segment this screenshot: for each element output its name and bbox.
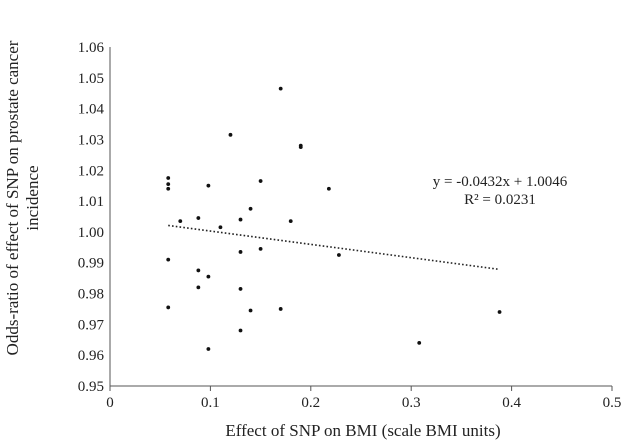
data-point bbox=[497, 310, 502, 314]
y-tick-label: 0.99 bbox=[78, 256, 104, 272]
trendline bbox=[168, 224, 500, 271]
x-tick-label: 0.3 bbox=[402, 395, 421, 411]
data-point bbox=[258, 179, 263, 183]
data-point bbox=[196, 216, 201, 220]
trendline-group bbox=[168, 224, 500, 271]
data-point bbox=[278, 307, 283, 311]
data-point bbox=[417, 340, 422, 345]
y-tick-label: 0.98 bbox=[78, 287, 104, 303]
y-tick-labels: 0.95 0.96 0.97 0.98 0.99 1.00 1.01 1.02 1.03 1.04… bbox=[78, 40, 105, 395]
data-point bbox=[206, 183, 211, 188]
data-point bbox=[166, 186, 171, 191]
data-point bbox=[228, 132, 233, 137]
data-point bbox=[238, 328, 243, 333]
axes bbox=[109, 47, 613, 391]
data-points bbox=[166, 86, 502, 351]
y-tick-label: 1.05 bbox=[78, 71, 104, 87]
data-point bbox=[206, 274, 211, 279]
y-tick-label: 1.01 bbox=[78, 194, 104, 210]
y-axis-title-line-1: Odds-ratio of effect of SNP on prostate … bbox=[3, 40, 22, 355]
data-point bbox=[288, 219, 293, 224]
data-point bbox=[166, 257, 171, 262]
data-point bbox=[326, 186, 331, 191]
data-point bbox=[218, 225, 223, 230]
data-point bbox=[238, 250, 243, 254]
y-tick-label: 1.02 bbox=[78, 163, 104, 179]
data-point bbox=[196, 285, 201, 290]
y-tick-label: 1.04 bbox=[78, 102, 105, 118]
data-point bbox=[258, 246, 263, 251]
data-point bbox=[278, 86, 283, 91]
y-tick-label: 0.96 bbox=[78, 348, 105, 364]
data-point bbox=[196, 268, 201, 273]
x-tick-label: 0.2 bbox=[301, 395, 320, 411]
x-tick-label: 0.4 bbox=[502, 395, 521, 411]
x-axis-title: Effect of SNP on BMI (scale BMI units) bbox=[225, 421, 500, 440]
y-tick-label: 1.03 bbox=[78, 132, 104, 148]
data-point bbox=[248, 308, 253, 313]
trendline-equation: y = -0.0432x + 1.0046 R² = 0.0231 bbox=[433, 174, 568, 208]
data-point bbox=[248, 206, 253, 211]
data-point bbox=[298, 145, 303, 150]
y-tick-label: 0.97 bbox=[78, 317, 105, 333]
y-axis-title-line-2: incidence bbox=[23, 165, 42, 230]
x-tick-label: 0.5 bbox=[603, 395, 622, 411]
y-axis-title: Odds-ratio of effect of SNP on prostate … bbox=[3, 40, 42, 355]
trendline-equation-label: y = -0.0432x + 1.0046 bbox=[433, 174, 568, 190]
x-tick-labels: 0 0.1 0.2 0.3 0.4 0.5 bbox=[106, 395, 621, 411]
x-tick-label: 0 bbox=[106, 395, 114, 411]
data-point bbox=[238, 287, 243, 291]
data-point bbox=[337, 253, 341, 257]
y-tick-label: 1.00 bbox=[78, 225, 104, 241]
data-point bbox=[166, 182, 171, 187]
trendline-r2-label: R² = 0.0231 bbox=[464, 192, 536, 208]
data-point bbox=[206, 347, 211, 351]
data-point bbox=[166, 176, 171, 180]
y-tick-label: 1.06 bbox=[78, 40, 105, 56]
x-tick-label: 0.1 bbox=[201, 395, 220, 411]
data-point bbox=[166, 305, 171, 310]
y-tick-label: 0.95 bbox=[78, 379, 104, 395]
data-point bbox=[178, 219, 183, 224]
data-point bbox=[238, 217, 243, 222]
